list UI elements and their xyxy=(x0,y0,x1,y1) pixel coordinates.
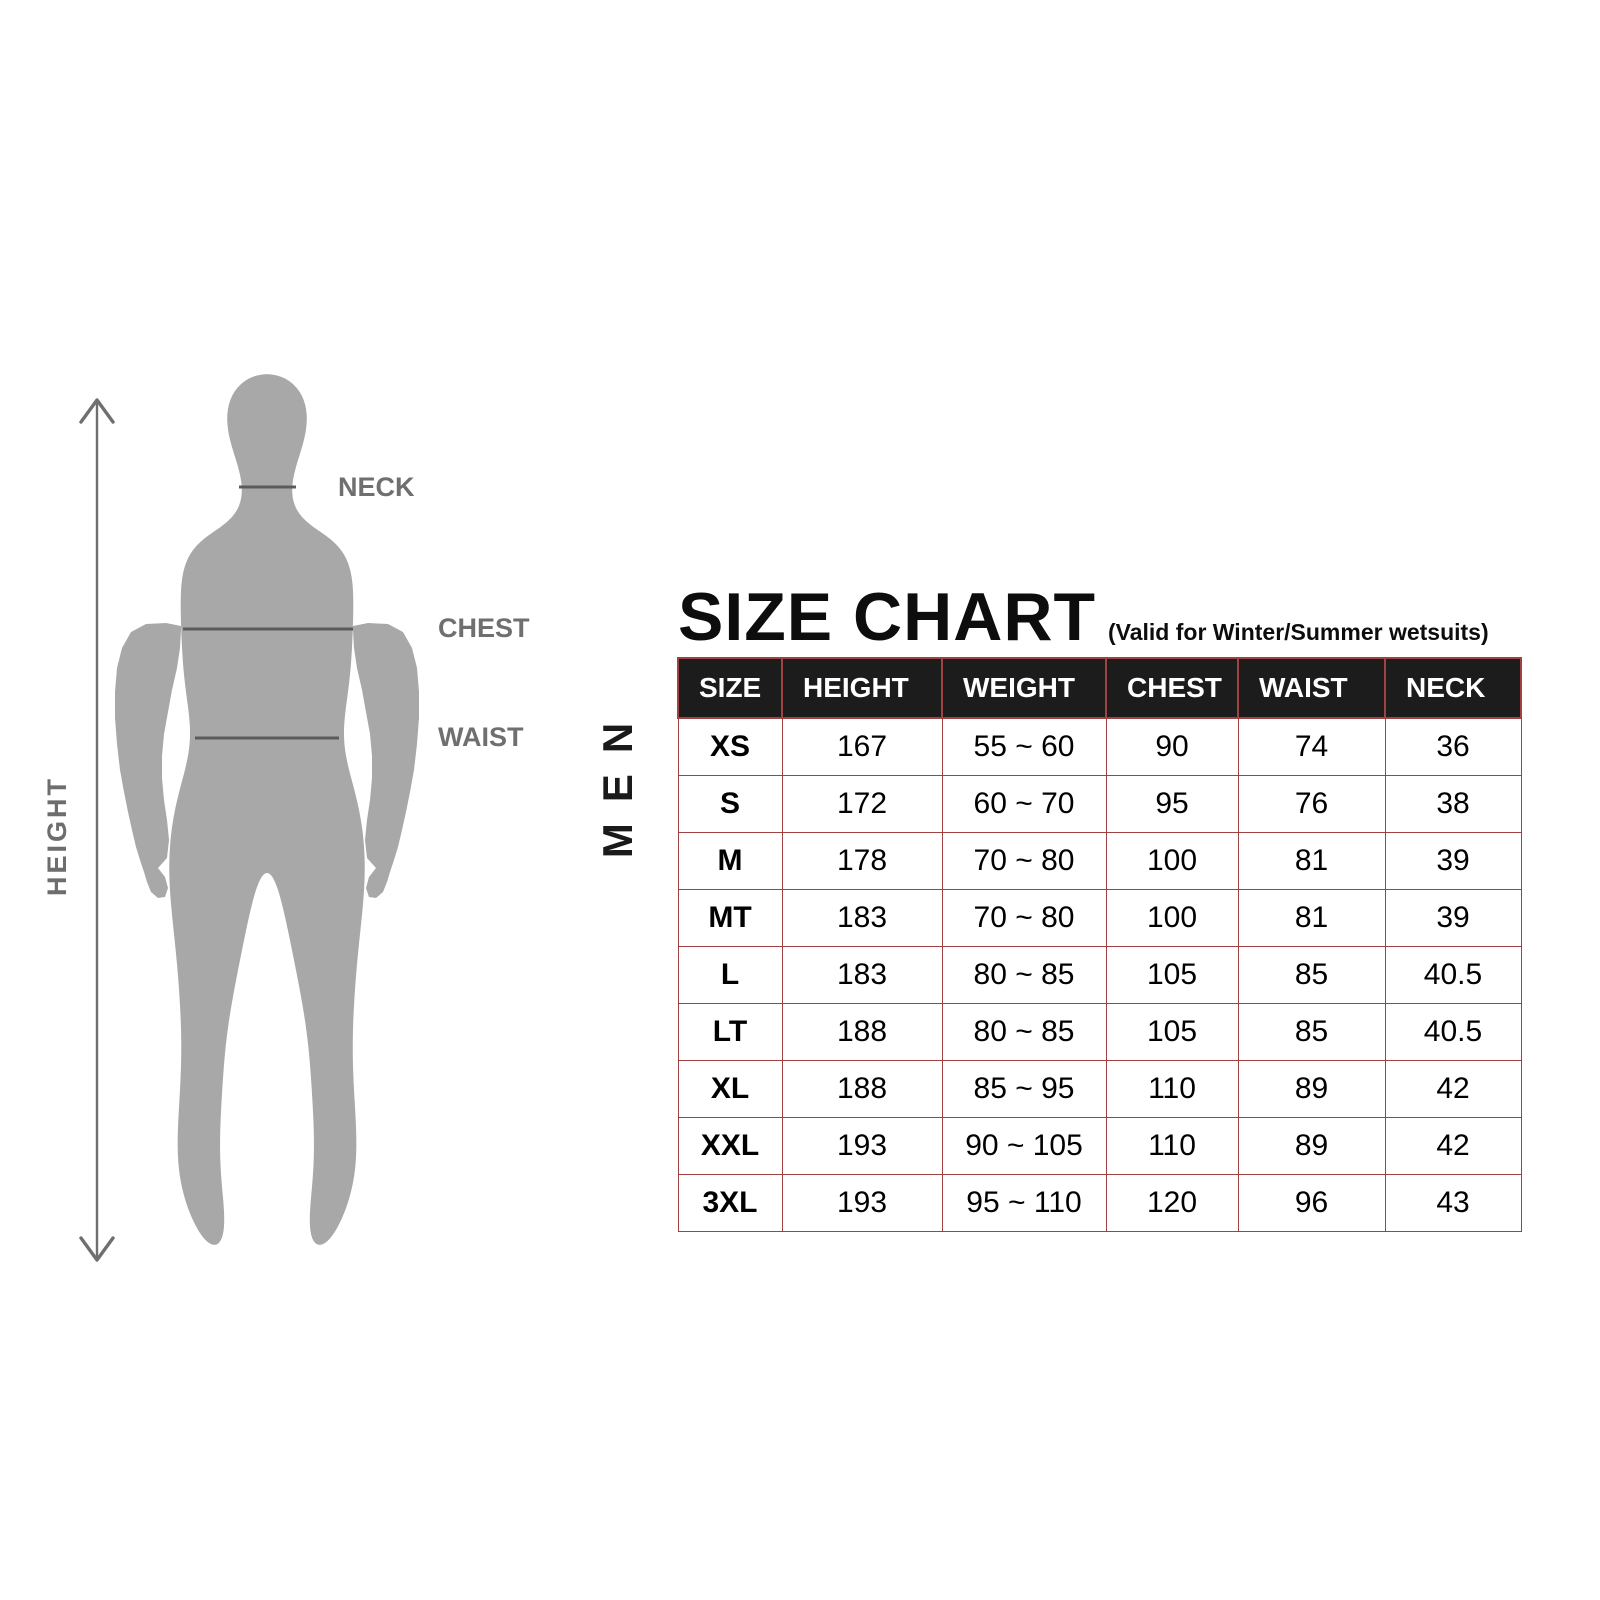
svg-text:CHEST: CHEST xyxy=(438,613,530,643)
svg-text:HEIGHT: HEIGHT xyxy=(42,776,72,896)
svg-text:NECK: NECK xyxy=(338,472,415,502)
svg-text:WAIST: WAIST xyxy=(438,722,524,752)
